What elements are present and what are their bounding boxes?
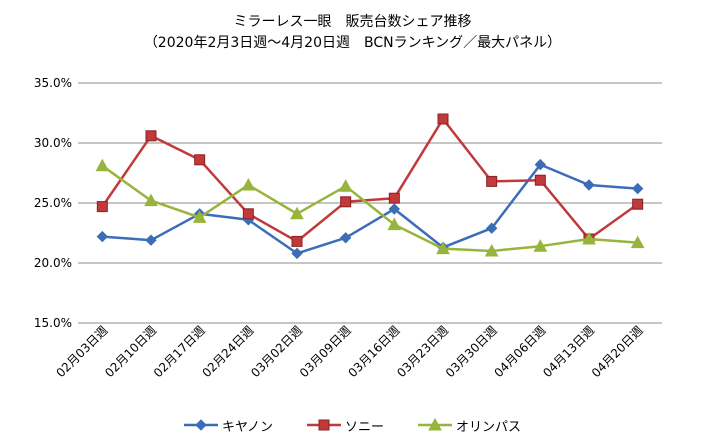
data-point <box>144 193 158 207</box>
chart-subtitle: （2020年2月3日週～4月20日週 BCNランキング／最大パネル） <box>143 35 562 51</box>
data-point <box>145 130 157 142</box>
x-tick-label: 02月24日週 <box>199 323 256 380</box>
data-point <box>583 179 595 191</box>
data-point <box>95 158 110 172</box>
data-point <box>534 158 547 171</box>
data-point <box>241 177 256 191</box>
data-point <box>484 243 499 257</box>
data-point <box>290 206 304 220</box>
x-tick-label: 03月23日週 <box>394 323 451 380</box>
series-line <box>101 164 638 253</box>
data-point <box>388 192 400 204</box>
chart-title: ミラーレス一眼 販売台数シェア推移 （2020年2月3日週～4月20日週 BCN… <box>0 12 705 54</box>
series-1 <box>96 113 644 247</box>
legend-label: オリンパス <box>455 419 521 435</box>
data-point <box>486 175 498 187</box>
legend-marker <box>195 419 207 431</box>
legend-marker <box>428 418 442 431</box>
data-point <box>534 174 546 186</box>
x-tick-label: 04月13日週 <box>540 323 597 380</box>
x-tick-label: 02月10日週 <box>102 323 159 380</box>
legend-swatch <box>417 418 452 431</box>
legend-item: オリンパス <box>417 416 521 435</box>
legend-item: ソニー <box>306 416 384 435</box>
data-point <box>194 154 206 166</box>
x-tick-label: 03月30日週 <box>443 323 500 380</box>
y-tick-label: 20.0% <box>34 256 72 270</box>
data-point <box>192 210 207 223</box>
x-tick-label: 03月09日週 <box>297 323 354 380</box>
y-tick-label: 30.0% <box>34 136 72 150</box>
data-point <box>582 231 596 245</box>
data-point <box>387 217 402 231</box>
data-point <box>96 201 108 213</box>
data-point <box>533 239 548 252</box>
data-point <box>485 222 498 234</box>
data-point <box>436 241 450 255</box>
legend: キヤノン ソニー オリンパス <box>0 413 705 437</box>
data-point <box>388 203 401 215</box>
series-0 <box>96 158 644 260</box>
x-tick-label: 02月03日週 <box>53 323 110 380</box>
legend-label: ソニー <box>344 419 384 435</box>
x-tick-label: 02月17日週 <box>151 323 208 380</box>
legend-item: キヤノン <box>184 416 273 435</box>
data-point <box>338 179 353 192</box>
x-tick-label: 04月20日週 <box>589 323 646 380</box>
legend-label: キヤノン <box>222 419 273 435</box>
data-point <box>145 234 157 246</box>
x-tick-label: 04月06日週 <box>491 323 548 380</box>
data-point <box>631 182 644 195</box>
legend-swatch <box>184 419 218 431</box>
data-point <box>291 247 303 260</box>
series-2 <box>95 158 645 257</box>
data-point <box>632 198 644 210</box>
legend-marker <box>318 419 330 431</box>
data-point <box>291 235 303 247</box>
y-tick-label: 25.0% <box>34 196 72 210</box>
x-tick-label: 03月16日週 <box>345 323 402 380</box>
series-line <box>101 117 639 243</box>
data-point <box>339 232 352 244</box>
data-point <box>630 235 645 249</box>
y-tick-label: 35.0% <box>34 76 72 90</box>
series-line <box>102 163 638 255</box>
data-point <box>340 196 352 208</box>
data-point <box>437 113 449 125</box>
legend-swatch <box>306 419 341 431</box>
data-point <box>242 208 254 220</box>
chart-title-line-1: ミラーレス一眼 販売台数シェア推移 <box>233 14 472 30</box>
x-tick-label: 03月02日週 <box>248 323 305 380</box>
data-point <box>96 230 109 243</box>
y-tick-label: 15.0% <box>34 316 72 330</box>
